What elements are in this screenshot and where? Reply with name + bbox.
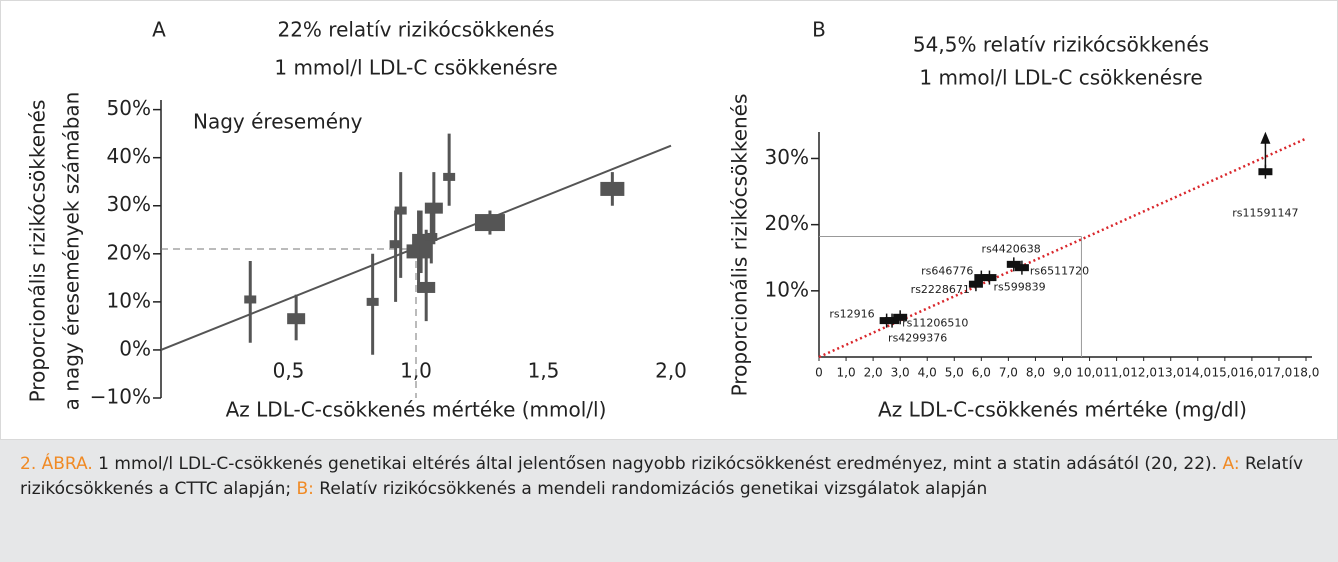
y-axis-label: Proporcionális rizikócsökkenés xyxy=(728,94,752,397)
figure: A 22% relatív rizikócsökkenés 1 mmol/l LDL… xyxy=(0,0,1338,440)
x-tick-label: 13,0 xyxy=(1157,366,1184,380)
point xyxy=(406,244,431,259)
y-tick-label: 20% xyxy=(107,240,151,264)
point xyxy=(893,313,908,321)
panel-letter: B xyxy=(812,18,826,42)
y-tick-label: 50% xyxy=(107,96,151,120)
point xyxy=(1014,264,1029,272)
y-axis-label: a nagy éresemények számában xyxy=(60,92,84,411)
x-tick-label: 15,0 xyxy=(1211,366,1238,380)
point-label: rs4420638 xyxy=(982,242,1041,255)
x-tick-label: 0,5 xyxy=(273,358,305,382)
x-tick-label: 16,0 xyxy=(1239,366,1266,380)
x-axis-label: Az LDL-C-csökkenés mértéke (mg/dl) xyxy=(878,398,1247,422)
x-tick-label: 11,0 xyxy=(1103,366,1130,380)
point xyxy=(417,281,436,293)
y-tick-label: −10% xyxy=(90,385,151,409)
point-label: rs599839 xyxy=(993,281,1045,294)
point-label: rs4299376 xyxy=(888,332,947,345)
point-label: rs2228671 xyxy=(911,283,970,296)
point-label: rs11206510 xyxy=(902,316,968,329)
x-tick-label: 8,0 xyxy=(1026,366,1045,380)
x-tick-label: 3,0 xyxy=(891,366,910,380)
point xyxy=(424,202,443,214)
y-tick-label: 30% xyxy=(765,145,809,169)
point xyxy=(600,181,625,196)
point xyxy=(885,317,900,325)
point xyxy=(394,206,407,215)
panel-letter: A xyxy=(152,18,166,42)
point xyxy=(1006,260,1021,268)
point xyxy=(389,240,402,249)
point xyxy=(474,214,505,232)
x-tick-label: 14,0 xyxy=(1184,366,1211,380)
y-tick-label: 30% xyxy=(107,192,151,216)
chart-title: 1 mmol/l LDL-C csökkenésre xyxy=(274,56,557,80)
y-tick-label: 20% xyxy=(765,211,809,235)
point xyxy=(425,232,438,241)
chart-title: 54,5% relatív rizikócsökkenés xyxy=(913,33,1209,57)
x-tick-label: 2,0 xyxy=(864,366,883,380)
caption-b-label: B: xyxy=(296,479,314,499)
x-axis-label: Az LDL-C-csökkenés mértéke (mmol/l) xyxy=(226,398,607,422)
x-tick-label: 6,0 xyxy=(972,366,991,380)
point-label: rs11591147 xyxy=(1232,207,1298,220)
x-tick-label: 17,0 xyxy=(1266,366,1293,380)
caption-text: 1 mmol/l LDL-C-csökkenés genetikai eltér… xyxy=(92,454,1218,474)
y-tick-label: 40% xyxy=(107,144,151,168)
point xyxy=(366,297,379,306)
caption-a-label: A: xyxy=(1222,454,1240,474)
point xyxy=(974,274,989,282)
x-tick-label: 9,0 xyxy=(1053,366,1072,380)
caption: 2. ÁBRA. 1 mmol/l LDL-C-csökkenés geneti… xyxy=(0,440,1338,562)
x-tick-label: 1,0 xyxy=(837,366,856,380)
point xyxy=(244,295,257,304)
caption-a-text: Relatív rizikócsökkenés a CTTC alapján; xyxy=(20,454,1304,499)
point xyxy=(287,313,306,325)
point xyxy=(443,172,456,181)
point xyxy=(982,274,997,282)
arrow-head xyxy=(1260,131,1271,144)
y-tick-label: 0% xyxy=(119,336,151,360)
chart-title: 22% relatív rizikócsökkenés xyxy=(277,18,554,42)
y-tick-label: 10% xyxy=(765,277,809,301)
y-tick-label: 10% xyxy=(107,288,151,312)
x-tick-label: 18,0 xyxy=(1293,366,1320,380)
x-tick-label: 2,0 xyxy=(655,358,687,382)
x-tick-label: 7,0 xyxy=(999,366,1018,380)
point-label: rs6511720 xyxy=(1030,265,1089,278)
caption-label: 2. ÁBRA. xyxy=(20,454,93,474)
point xyxy=(1258,168,1273,176)
x-tick-label: 0 xyxy=(815,366,823,380)
x-tick-label: 10,0 xyxy=(1076,366,1103,380)
point-label: rs646776 xyxy=(921,265,973,278)
caption-b-text: Relatív rizikócsökkenés a mendeli random… xyxy=(313,479,988,499)
y-axis-label: Proporcionális rizikócsökkenés xyxy=(26,100,50,403)
chart-title: 1 mmol/l LDL-C csökkenésre xyxy=(919,66,1202,90)
point xyxy=(412,233,431,245)
charts: A 22% relatív rizikócsökkenés 1 mmol/l LDL… xyxy=(26,18,1320,422)
point xyxy=(968,280,983,288)
x-tick-label: 5,0 xyxy=(945,366,964,380)
annotation: Nagy éresemény xyxy=(193,110,363,134)
fit-line xyxy=(818,137,1307,359)
x-tick-label: 12,0 xyxy=(1130,366,1157,380)
x-tick-label: 1,5 xyxy=(528,358,560,382)
x-tick-label: 4,0 xyxy=(918,366,937,380)
point-label: rs12916 xyxy=(829,308,874,321)
